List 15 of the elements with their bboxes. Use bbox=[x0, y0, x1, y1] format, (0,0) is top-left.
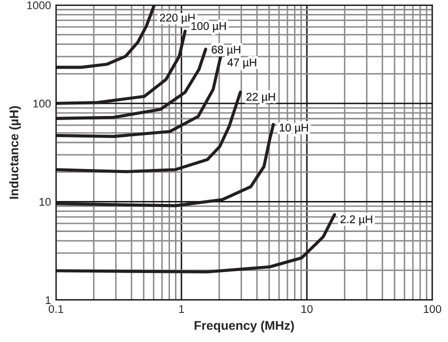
series-label: 22 µH bbox=[246, 92, 275, 103]
x-tick-label: 100 bbox=[424, 305, 442, 313]
x-tick-label: 1 bbox=[179, 305, 184, 313]
x-axis-title: Frequency (MHz) bbox=[194, 320, 294, 332]
series-label: 2.2 µH bbox=[340, 215, 372, 226]
y-axis-title: Inductance (µH) bbox=[9, 106, 21, 199]
series-label: 68 µH bbox=[212, 46, 240, 56]
y-tick-label: 1000 bbox=[27, 1, 51, 10]
x-tick-label: 10 bbox=[302, 305, 313, 313]
series-label: 47 µH bbox=[227, 58, 256, 69]
y-tick-label: 100 bbox=[33, 100, 51, 108]
y-tick-label: 1 bbox=[46, 296, 51, 304]
x-tick-label: 0.1 bbox=[48, 305, 64, 313]
series-label: 100 µH bbox=[192, 22, 226, 32]
y-tick-label: 10 bbox=[40, 198, 51, 206]
